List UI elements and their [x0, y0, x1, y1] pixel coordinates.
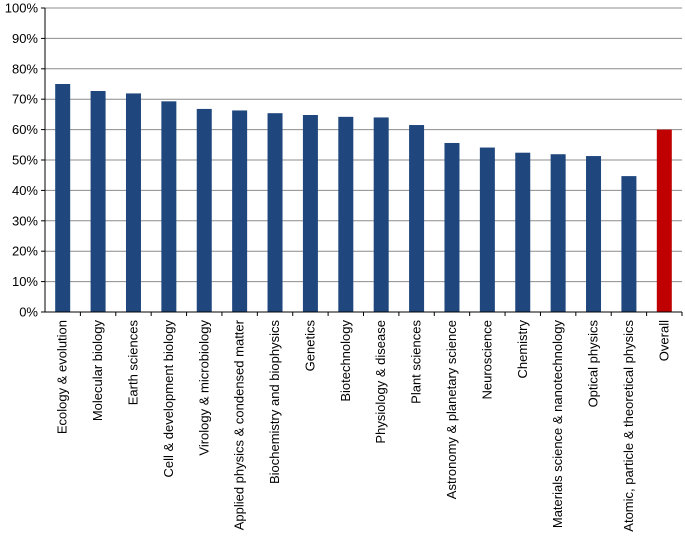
bar — [444, 142, 460, 312]
bar — [55, 84, 71, 312]
bar — [479, 147, 495, 312]
bar — [656, 129, 672, 312]
x-category-label: Materials science & nanotechnology — [550, 320, 565, 529]
y-tick-label: 50% — [12, 153, 38, 168]
x-category-label: Astronomy & planetary science — [444, 320, 459, 499]
y-tick-label: 60% — [12, 122, 38, 137]
gridlines — [45, 7, 682, 283]
x-category-label: Overall — [656, 320, 671, 361]
x-category-label: Optical physics — [586, 320, 601, 408]
x-category-label: Virology & microbiology — [196, 320, 211, 456]
x-category-label: Biotechnology — [338, 320, 353, 402]
y-tick-label: 30% — [12, 213, 38, 228]
bar — [621, 176, 637, 312]
y-tick-label: 20% — [12, 244, 38, 259]
bar — [232, 110, 248, 312]
axes — [44, 8, 683, 316]
x-category-label: Earth sciences — [125, 320, 140, 406]
x-category-label: Genetics — [302, 320, 317, 372]
x-category-label: Applied physics & condensed matter — [232, 319, 247, 530]
y-tick-label: 40% — [12, 183, 38, 198]
bar — [302, 115, 318, 313]
x-category-label: Biochemistry and biophysics — [267, 320, 282, 485]
y-tick-label: 70% — [12, 92, 38, 107]
x-category-label: Ecology & evolution — [55, 320, 70, 434]
y-tick-label: 10% — [12, 274, 38, 289]
bar — [515, 152, 531, 312]
y-tick-label: 0% — [19, 305, 38, 320]
bar — [125, 93, 141, 312]
y-tick-label: 80% — [12, 61, 38, 76]
y-axis-ticks: 0% 10% 20% 30% 40% 50% 60% 70% 80% 90% 100% — [5, 1, 45, 320]
bar — [90, 90, 106, 312]
x-category-label: Plant sciences — [409, 320, 424, 404]
bar — [267, 113, 283, 313]
bars — [55, 84, 672, 313]
y-tick-label: 90% — [12, 31, 38, 46]
x-category-label: Physiology & disease — [373, 320, 388, 444]
bar — [409, 125, 425, 312]
bar — [373, 117, 389, 312]
bar — [161, 101, 177, 312]
y-tick-label: 100% — [5, 1, 39, 16]
bar — [550, 154, 566, 312]
x-category-label: Chemistry — [515, 320, 530, 379]
x-category-label: Molecular biology — [90, 320, 105, 422]
bar — [196, 108, 212, 312]
x-category-label: Cell & development biology — [161, 320, 176, 478]
bar — [338, 116, 354, 312]
x-category-label: Atomic, particle & theoretical physics — [621, 320, 636, 532]
x-category-label: Neuroscience — [479, 320, 494, 400]
bar — [586, 156, 602, 312]
x-axis-category-labels: Ecology & evolution Molecular biology Eart… — [55, 319, 672, 531]
